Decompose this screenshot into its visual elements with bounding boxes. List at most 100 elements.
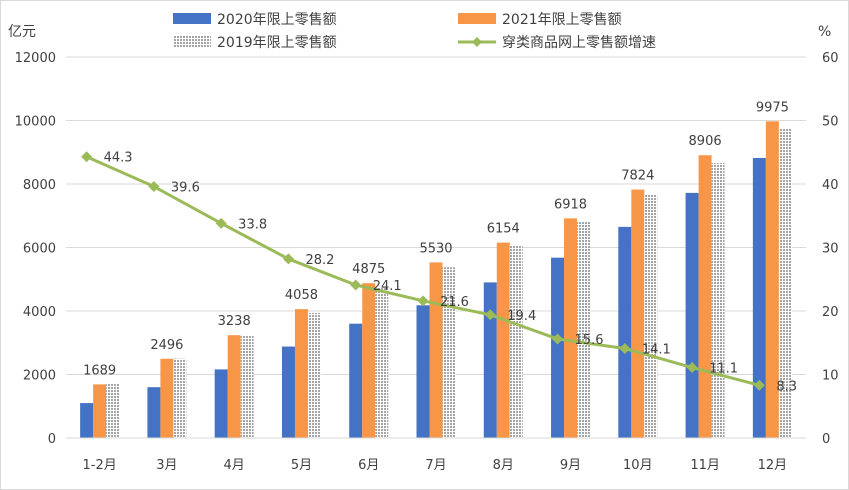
bar bbox=[106, 383, 120, 438]
x-tick-label: 12月 bbox=[758, 458, 788, 473]
line-point bbox=[81, 151, 93, 163]
line-data-label: 19.4 bbox=[507, 309, 536, 324]
line-data-label: 15.6 bbox=[575, 333, 604, 348]
bar bbox=[752, 157, 766, 438]
y-left-tick-label: 6000 bbox=[23, 242, 56, 257]
bar-data-label: 7824 bbox=[621, 169, 654, 184]
bar bbox=[375, 287, 389, 438]
bar bbox=[564, 218, 578, 438]
bar bbox=[349, 323, 363, 438]
line-point bbox=[484, 309, 496, 321]
y-right-tick-label: 60 bbox=[822, 51, 839, 66]
bar-data-label: 3238 bbox=[218, 314, 251, 329]
bar bbox=[294, 309, 308, 438]
bar-data-label: 4058 bbox=[285, 288, 318, 303]
legend-swatch bbox=[173, 13, 211, 24]
x-tick-label: 1-2月 bbox=[83, 458, 117, 473]
y-left-tick-label: 0 bbox=[48, 432, 56, 447]
bar bbox=[698, 155, 712, 438]
line-series bbox=[81, 151, 765, 391]
x-tick-label: 5月 bbox=[291, 458, 312, 473]
bar-data-label: 6154 bbox=[487, 222, 520, 237]
bar bbox=[631, 189, 645, 438]
bar bbox=[416, 305, 430, 438]
y-left-tick-label: 12000 bbox=[15, 51, 56, 66]
bar bbox=[173, 358, 187, 438]
bar-data-label: 8906 bbox=[689, 134, 722, 149]
y-right-tick-label: 20 bbox=[822, 305, 839, 320]
legend-swatch bbox=[458, 13, 496, 24]
x-tick-label: 6月 bbox=[358, 458, 379, 473]
line-data-label: 14.1 bbox=[642, 342, 671, 357]
bar bbox=[240, 335, 254, 438]
x-tick-label: 7月 bbox=[425, 458, 446, 473]
data-labels: 1689 2496 3238 4058 4875 5530 6154 6918 7824 8906… bbox=[83, 100, 797, 394]
bar bbox=[496, 242, 510, 438]
y-right-tick-label: 10 bbox=[822, 369, 839, 384]
y-left-tick-label: 4000 bbox=[23, 305, 56, 320]
bar bbox=[160, 358, 174, 438]
line-data-label: 28.2 bbox=[305, 253, 334, 268]
bar bbox=[577, 221, 591, 438]
line-point bbox=[417, 295, 429, 307]
y-right-tick-label: 50 bbox=[822, 115, 839, 130]
bar bbox=[685, 192, 699, 438]
bar bbox=[227, 335, 241, 438]
legend-label: 2019年限上零售额 bbox=[217, 35, 337, 51]
bar bbox=[362, 283, 376, 438]
bar bbox=[429, 262, 443, 438]
line-data-label: 11.1 bbox=[709, 362, 738, 377]
line-data-label: 24.1 bbox=[373, 279, 402, 294]
bar-data-label: 5530 bbox=[419, 241, 452, 256]
line-point bbox=[619, 342, 631, 354]
line-data-label: 21.6 bbox=[440, 295, 469, 310]
axes: 0 2000 4000 6000 8000 10000 12000 0 10 20 30 40 50 60… bbox=[8, 24, 839, 473]
y-left-tick-label: 8000 bbox=[23, 178, 56, 193]
bar bbox=[93, 384, 107, 438]
line-point bbox=[215, 217, 227, 229]
legend-marker bbox=[472, 37, 482, 47]
y-left-unit: 亿元 bbox=[8, 24, 36, 40]
bar bbox=[551, 257, 565, 438]
bar bbox=[80, 403, 94, 438]
y-right-tick-label: 30 bbox=[822, 242, 839, 257]
bar-data-label: 9975 bbox=[756, 100, 789, 115]
legend-swatch bbox=[173, 36, 211, 47]
legend-label: 2021年限上零售额 bbox=[502, 12, 622, 28]
line-point bbox=[350, 279, 362, 291]
bar bbox=[214, 369, 228, 438]
bar-data-label: 6918 bbox=[554, 197, 587, 212]
legend-label: 2020年限上零售额 bbox=[217, 12, 337, 28]
bar bbox=[711, 163, 725, 439]
bar-data-label: 1689 bbox=[83, 363, 116, 378]
bar bbox=[442, 267, 456, 438]
legend-label: 穿类商品网上零售额增速 bbox=[502, 35, 656, 51]
line-point bbox=[686, 362, 698, 374]
bar bbox=[483, 282, 497, 438]
line-point bbox=[282, 253, 294, 265]
bar bbox=[509, 245, 523, 438]
bar bbox=[644, 194, 658, 438]
bar-series bbox=[80, 121, 792, 439]
bar bbox=[765, 121, 779, 438]
x-tick-label: 9月 bbox=[560, 458, 581, 473]
line-data-label: 8.3 bbox=[776, 379, 797, 394]
bar bbox=[307, 312, 321, 438]
line-data-label: 39.6 bbox=[171, 181, 200, 196]
x-tick-label: 3月 bbox=[156, 458, 177, 473]
line-point bbox=[552, 333, 564, 345]
x-tick-label: 10月 bbox=[623, 458, 653, 473]
x-tick-label: 11月 bbox=[690, 458, 720, 473]
x-tick-label: 8月 bbox=[493, 458, 514, 473]
line-data-label: 33.8 bbox=[238, 217, 267, 232]
bar-data-label: 2496 bbox=[150, 338, 183, 353]
y-right-unit: % bbox=[818, 24, 831, 40]
bar bbox=[618, 226, 632, 438]
y-left-tick-label: 2000 bbox=[23, 369, 56, 384]
legend: 2020年限上零售额 2021年限上零售额 2019年限上零售额 穿类商品网上零售额增… bbox=[173, 12, 656, 51]
y-right-tick-label: 0 bbox=[822, 432, 830, 447]
bar bbox=[147, 387, 161, 438]
line-point bbox=[148, 181, 160, 193]
